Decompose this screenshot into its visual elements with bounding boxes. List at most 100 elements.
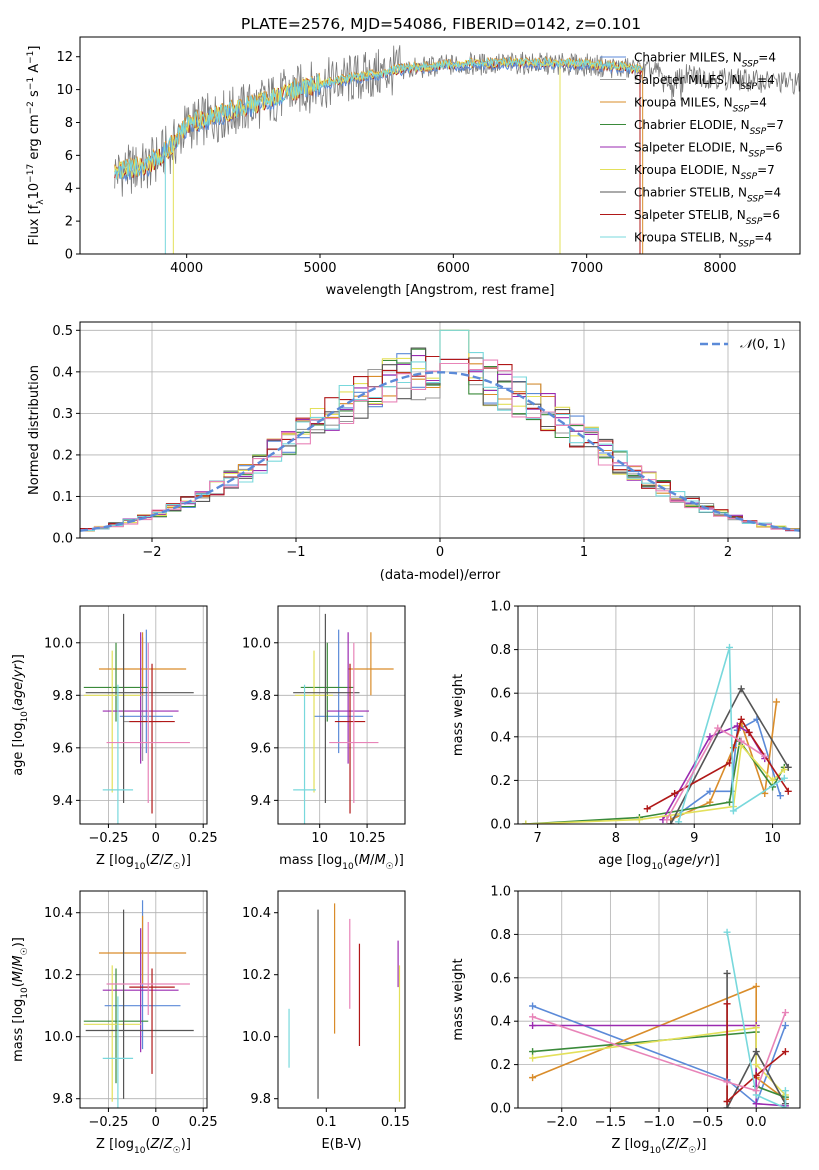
label-part: SSP (750, 127, 767, 137)
data-point-marker (737, 685, 745, 693)
label-part: Z (163, 853, 174, 868)
plot-content (83, 613, 194, 824)
label-part: / (11, 677, 26, 682)
y-tick-label: 0.2 (52, 448, 73, 463)
data-point-marker (671, 789, 679, 797)
legend-entry: Kroupa ELODIE, NSSP=7 (634, 163, 775, 182)
axes-frame: 4000 5000 6000 7000 8000 0 2 4 6 8 10 12 (56, 36, 801, 276)
x-tick-label: 0 (152, 1115, 160, 1130)
label-part: ( (663, 853, 668, 868)
histogram-series (80, 329, 800, 532)
label-part: =6 (762, 208, 780, 222)
label-part: SSP (742, 60, 759, 70)
label-part: (0, 1) (752, 336, 786, 351)
x-tick-label: 4000 (170, 261, 203, 276)
x-tick-label: 0.0 (746, 1115, 767, 1130)
label-part: 10 (27, 183, 42, 200)
y-tick-label: 10.2 (44, 968, 73, 983)
series-line (525, 743, 785, 824)
y-tick-label: 6 (65, 149, 73, 164)
data-point-marker (529, 1002, 537, 1010)
x-tick-label: −1.5 (595, 1115, 627, 1130)
y-tick-label: 10 (56, 83, 73, 98)
x-tick-label: 7000 (570, 261, 603, 276)
x-axis-label: E(B-V) (321, 1137, 361, 1152)
data-point-marker (752, 1100, 760, 1108)
label-part: =4 (749, 96, 767, 110)
x-tick-label: 0.25 (189, 1115, 218, 1130)
axes-frame: 7 8 9 10 0.0 0.2 0.4 0.6 0.8 1.0 (490, 600, 801, 846)
data-point-marker (529, 1013, 537, 1021)
label-part: )] (394, 853, 404, 868)
label-part: SSP (748, 150, 765, 160)
label-part: Chabrier STELIB, N (634, 186, 747, 200)
label-part: M (11, 971, 26, 982)
label-part: age (11, 682, 26, 706)
x-tick-label: 6000 (437, 261, 470, 276)
data-point-marker (752, 1087, 760, 1095)
label-part: )] (696, 1137, 706, 1152)
label-part: Z (678, 1137, 689, 1152)
data-point-marker (781, 1048, 789, 1056)
label-part: ☉ (173, 862, 181, 872)
data-point-marker (737, 715, 745, 723)
data-point-marker (667, 820, 675, 824)
axes-border (277, 605, 406, 825)
x-axis-label: wavelength [Angstrom, rest frame] (326, 283, 555, 298)
label-part: Z [log (612, 1137, 650, 1152)
y-tick-label: 10.0 (242, 636, 271, 651)
y-tick-label: 0.6 (490, 971, 511, 986)
model-spectrum-line (114, 56, 644, 180)
series-line (726, 932, 787, 1108)
label-part: Z [log (96, 853, 134, 868)
label-part: s (27, 90, 42, 101)
data-point-marker (745, 728, 753, 736)
residual-histogram-panel: −2 −1 0 1 2 0.0 0.1 0.2 0.3 0.4 0.5 𝒩(0, 1) (data-mo… (27, 321, 801, 583)
x-tick-label: 10 (764, 831, 781, 846)
y-axis-label: mass weight (451, 674, 466, 756)
plot-area (80, 891, 207, 1108)
legend-entry: Kroupa STELIB, NSSP=4 (634, 231, 772, 250)
data-point-marker (522, 820, 530, 824)
data-point-marker (780, 774, 788, 782)
data-point-marker (781, 1022, 789, 1030)
data-point-marker (781, 1087, 789, 1095)
data-point-marker (723, 969, 731, 977)
data-point-marker (726, 643, 733, 651)
data-point-marker (635, 816, 643, 824)
plot-content (522, 643, 792, 824)
label-part: ( (354, 853, 359, 868)
x-axis-label: Z [log10(Z/Z☉)] (96, 853, 191, 872)
y-tick-label: 9.8 (52, 1092, 73, 1107)
data-point-marker (706, 787, 714, 795)
data-point-marker (752, 1048, 760, 1056)
x-tick-label: 7 (533, 831, 541, 846)
y-tick-label: 9.4 (250, 794, 271, 809)
label-part: SSP (733, 105, 750, 115)
y-tick-label: 0.0 (490, 818, 511, 833)
label-part: 10 (649, 1146, 661, 1156)
series-line (670, 718, 782, 821)
label-part: A (27, 64, 42, 77)
label-part: Kroupa STELIB, N (634, 231, 738, 245)
label-part: −1 (26, 77, 36, 90)
data-point-marker (752, 1061, 760, 1069)
y-tick-label: 9.4 (52, 794, 73, 809)
label-part: Z (150, 1137, 161, 1152)
label-part: / (675, 1137, 680, 1152)
data-point-marker (663, 816, 671, 824)
plot-content (529, 928, 789, 1108)
label-part: ( (145, 853, 150, 868)
y-tick-label: 0.2 (490, 1058, 511, 1073)
y-tick-label: 10.0 (242, 1030, 271, 1045)
label-part: Z (163, 1137, 174, 1152)
label-part: M (374, 853, 385, 868)
legend-entry: 𝒩(0, 1) (740, 336, 786, 351)
y-tick-label: 10.0 (44, 636, 73, 651)
data-point-marker (529, 1048, 537, 1056)
y-axis-label: mass [log10(M/M☉)] (11, 937, 30, 1062)
label-part: mass weight (451, 958, 466, 1040)
x-tick-label: −2 (142, 545, 161, 560)
label-part: =4 (764, 186, 782, 200)
